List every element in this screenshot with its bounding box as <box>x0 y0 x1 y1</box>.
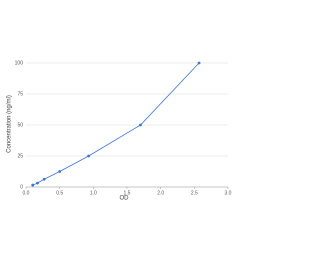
x-tick-label: 1.5 <box>124 190 131 196</box>
point <box>87 154 91 158</box>
y-tick-label: 100 <box>15 60 24 66</box>
y-tick-label: 25 <box>17 153 23 159</box>
y-tick-label: 0 <box>20 184 23 190</box>
chart: OD Concentration (ng/ml) 0 25 50 75 100 0.0 0.… <box>7 60 232 202</box>
point <box>58 170 62 173</box>
point <box>139 123 142 127</box>
point <box>197 61 201 65</box>
y-tick-label: 50 <box>17 122 23 128</box>
x-axis-label: OD <box>120 196 130 202</box>
x-tick-label: 3.0 <box>225 190 232 196</box>
y-axis-label: Concentration (ng/ml) <box>7 95 13 153</box>
point <box>36 181 39 185</box>
x-tick-label: 0.5 <box>56 190 63 196</box>
series-line <box>32 62 200 186</box>
point <box>42 177 46 181</box>
x-tick-label: 0.0 <box>23 190 30 196</box>
x-tick-label: 1.0 <box>90 190 97 196</box>
x-tick-label: 2.5 <box>191 190 198 196</box>
point <box>31 183 35 187</box>
x-tick-label: 2.0 <box>157 190 164 196</box>
y-tick-label: 75 <box>17 91 23 97</box>
